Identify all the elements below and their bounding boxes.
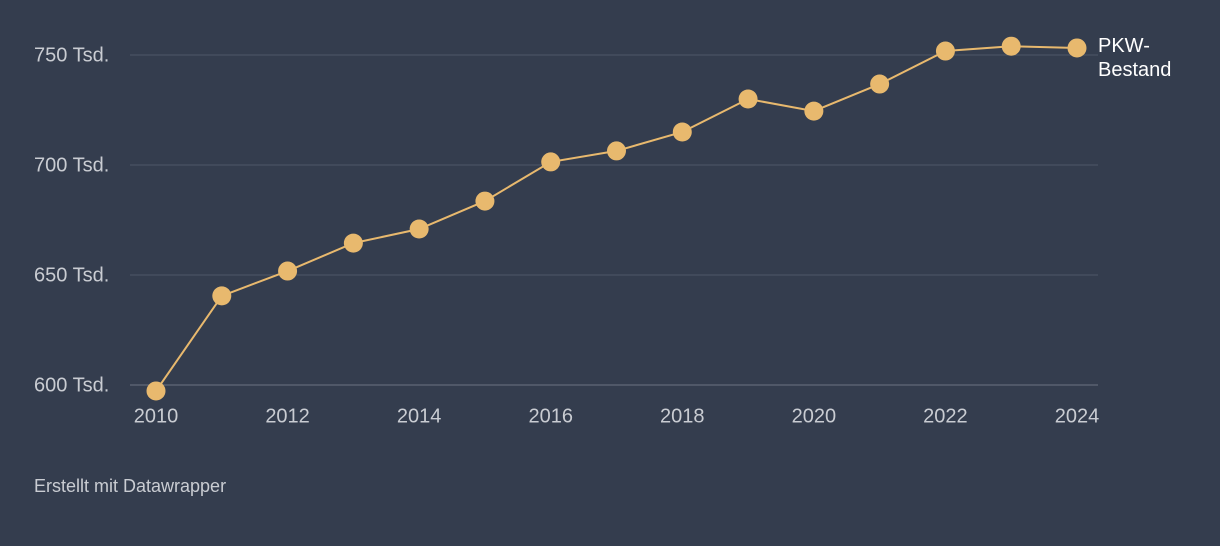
- series-line: [155, 45, 1078, 392]
- x-tick-label: 2018: [660, 405, 705, 427]
- data-point: [1001, 36, 1021, 56]
- data-point: [1067, 38, 1087, 58]
- data-point: [409, 219, 429, 239]
- data-point: [278, 261, 298, 281]
- x-tick-label: 2010: [134, 405, 179, 427]
- data-point: [935, 41, 955, 61]
- data-point: [804, 101, 824, 121]
- data-point: [146, 381, 166, 401]
- y-tick-label: 650 Tsd.: [34, 264, 109, 286]
- y-tick-label: 750 Tsd.: [34, 44, 109, 66]
- y-tick-label: 700 Tsd.: [34, 154, 109, 176]
- series-label: PKW-Bestand: [1098, 35, 1172, 81]
- chart: 600 Tsd. 650 Tsd. 700 Tsd. 750 Tsd. 2010 2012…: [34, 36, 1100, 427]
- data-point: [870, 74, 890, 94]
- x-tick-label: 2022: [923, 405, 968, 427]
- data-point: [212, 286, 232, 306]
- data-point: [541, 152, 561, 172]
- x-tick-label: 2012: [265, 405, 310, 427]
- x-tick-label: 2016: [528, 405, 573, 427]
- data-point: [475, 191, 495, 211]
- data-point: [738, 89, 758, 109]
- x-tick-label: 2024: [1055, 405, 1100, 427]
- x-tick-label: 2020: [792, 405, 837, 427]
- data-point: [607, 141, 626, 161]
- data-point: [343, 233, 363, 253]
- data-point: [672, 122, 692, 142]
- x-tick-label: 2014: [397, 405, 442, 427]
- credit: Erstellt mit Datawrapper: [34, 476, 227, 496]
- y-tick-label: 600 Tsd.: [34, 374, 109, 396]
